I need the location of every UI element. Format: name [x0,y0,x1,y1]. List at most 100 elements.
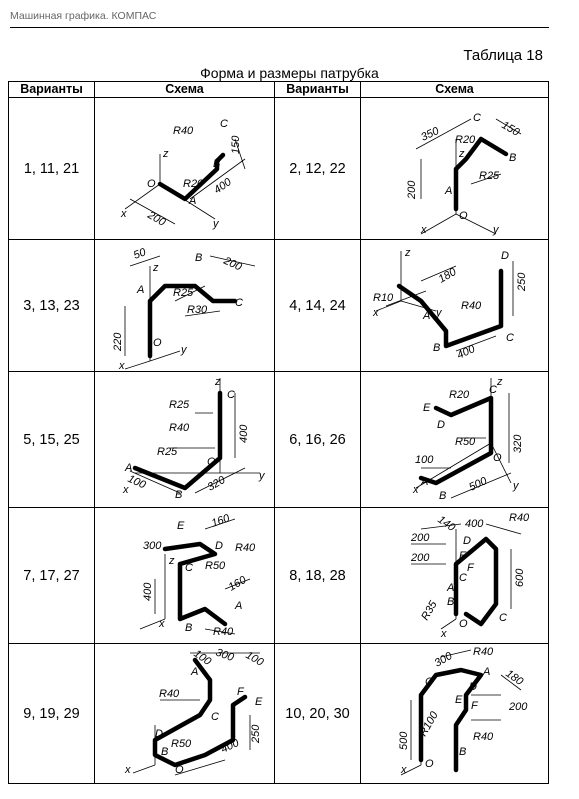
scheme-label: 180 [437,265,460,285]
scheme-label: 600 [514,567,526,586]
scheme-label: y [212,218,220,230]
dimension-lines [129,392,246,493]
pipe-schematic: 140 400 R40 200 D 200 E F 600 C A B R35 … [410,512,530,640]
pipe-schematic: z C R25 R40 400 R25 O A 100 B 320 x y [122,376,266,501]
scheme-label: B [433,342,440,354]
scheme-label: C [459,572,467,584]
scheme-label: O [493,452,502,464]
table-header-row: Варианты Схема Варианты Схема [8,81,549,98]
scheme-label: 500 [398,730,410,749]
variants-cell: 2, 12, 22 [274,97,361,240]
scheme-label: 250 [516,271,528,291]
scheme-label: 160 [210,511,232,529]
scheme-label: A [420,476,428,488]
scheme-label: y [180,344,188,356]
pipe-schematic: E 160 300 D R40 z C R50 160 400 A x B R4… [139,511,256,638]
scheme-label: R10 [373,292,394,304]
table-row: 3, 13, 23 50 B 200 z A R25 R30 [8,239,549,372]
scheme-label: y [258,470,266,482]
scheme-label: 300 [214,646,236,664]
col-header-variants: Варианты [274,81,361,98]
scheme-label: 400 [238,423,250,442]
scheme-label: y [492,224,500,236]
scheme-label: z [168,555,175,567]
scheme-label: B [459,746,466,758]
table-row: 7, 17, 27 E 160 300 D R40 z C [8,507,549,644]
table-row: 9, 19, 29 100 300 100 A F E R40 [8,643,549,784]
scheme-label: D [215,540,223,552]
scheme-label: R25 [173,287,194,299]
scheme-label: 400 [212,175,235,196]
scheme-label: 250 [250,723,262,743]
scheme-label: R20 [455,134,476,146]
scheme-cell: R20 C z E D R50 320 100 O A B 500 x y [360,371,549,508]
scheme-label: F [471,700,479,712]
scheme-label: R40 [235,542,256,554]
scheme-label: A [190,666,198,678]
scheme-label: R40 [169,422,190,434]
variants-cell: 9, 19, 29 [8,643,95,784]
scheme-label: 200 [145,208,169,229]
dimension-lines [154,518,251,634]
pipe-path [152,657,248,767]
scheme-label: C [211,711,219,723]
scheme-label: 160 [227,573,250,593]
axis-lines [139,553,166,629]
table-row: 1, 11, 21 R40 C 150 B O R20 400 [8,97,549,240]
scheme-label: R25 [157,446,178,458]
scheme-label: 320 [206,473,229,493]
scheme-label: z [496,376,503,388]
dimension-lines [129,138,246,224]
scheme-label: O [459,618,468,630]
scheme-label: 100 [415,454,434,466]
scheme-cell: E 160 300 D R40 z C R50 160 400 A x B R4… [94,507,275,644]
pipe-schematic: 50 B 200 z A R25 R30 C 220 O x y [112,246,256,371]
scheme-label: R25 [169,399,190,411]
scheme-label: C [185,562,193,574]
table-label: Таблица 18 [463,47,543,64]
table-row: 5, 15, 25 z C R25 R40 400 R25 O [8,371,549,508]
scheme-cell: 350 C 150 R20 B z R25 200 A O x y [360,97,549,240]
scheme-label: A [124,462,132,474]
scheme-label: z [162,148,169,160]
variants-table: Варианты Схема Варианты Схема 1, 11, 21 … [8,81,549,784]
pipe-schematic: 350 C 150 R20 B z R25 200 A O x y [406,112,522,236]
pipe-path [396,268,504,348]
scheme-label: x [118,360,125,371]
scheme-label: C [506,332,514,344]
scheme-label: 200 [410,532,430,544]
dimension-lines [421,392,512,498]
scheme-label: C [235,297,243,309]
scheme-label: 220 [112,331,124,351]
scheme-label: B [185,622,192,634]
scheme-label: R50 [205,560,226,572]
scheme-label: B [447,596,454,608]
scheme-label: B [161,746,168,758]
scheme-label: C [489,384,497,396]
scheme-label: x [124,764,131,776]
variants-cell: 8, 18, 28 [274,507,361,644]
scheme-cell: z C R25 R40 400 R25 O A 100 B 320 x y [94,371,275,508]
variants-cell: 10, 20, 30 [274,643,361,784]
scheme-label: R25 [479,170,500,182]
scheme-label: A [446,582,454,594]
scheme-label: R40 [461,300,482,312]
axis-lines [124,265,181,369]
header-rule [10,27,549,28]
scheme-label: 300 [143,540,162,552]
scheme-label: R50 [455,436,476,448]
scheme-label: 100 [244,649,267,669]
axis-lines [132,724,156,773]
scheme-label: E [177,520,185,532]
dimension-lines [124,255,256,356]
scheme-label: x [372,307,379,319]
scheme-label: D [469,681,477,693]
scheme-cell: R40 C 150 B O R20 400 200 A z x y [94,97,275,240]
scheme-label: R40 [159,688,180,700]
scheme-label: 300 [433,649,456,669]
scheme-label: x [420,224,427,236]
scheme-label: x [412,484,419,496]
scheme-label: 140 [435,513,458,534]
scheme-label: D [155,728,163,740]
scheme-cell: z D 180 250 R10 A R40 C B 400 x y [360,239,549,372]
